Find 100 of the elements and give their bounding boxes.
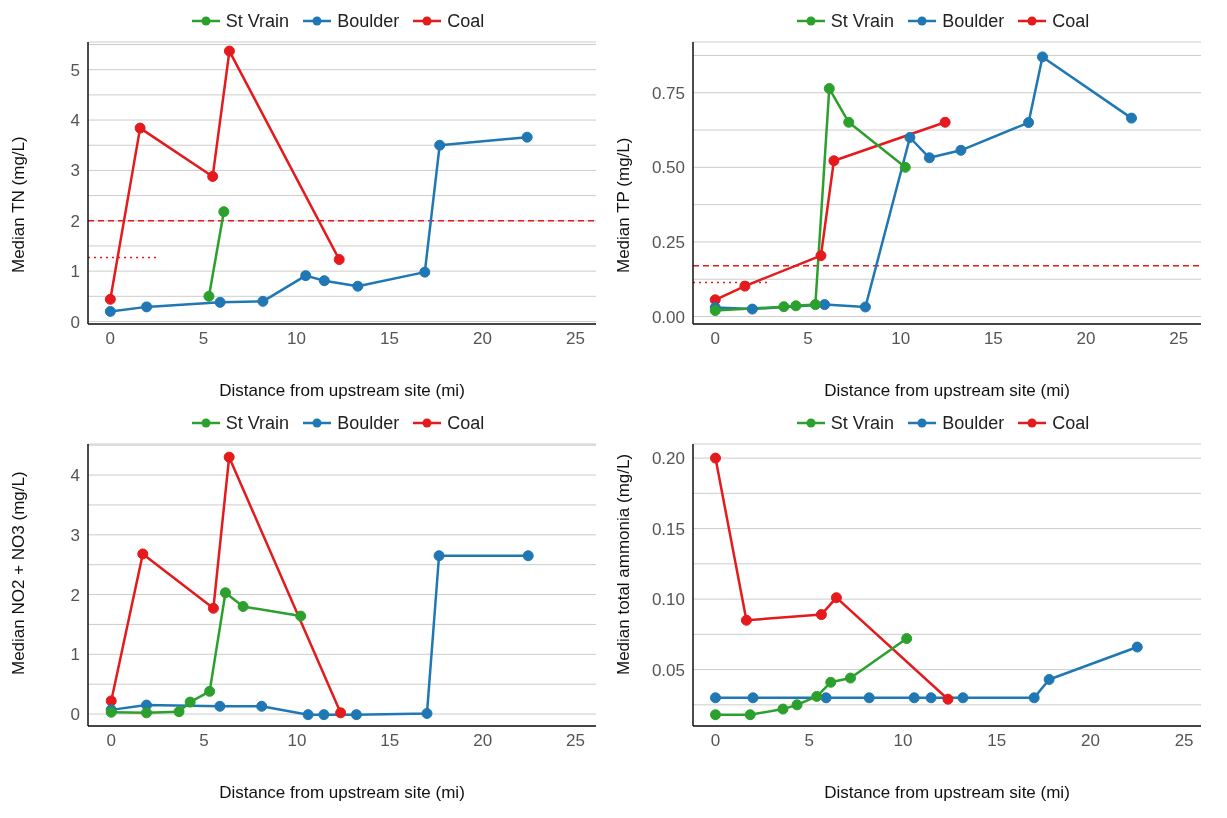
- point: [204, 685, 216, 697]
- point: [819, 299, 831, 311]
- point: [942, 693, 954, 705]
- point: [899, 161, 911, 173]
- point: [141, 707, 153, 719]
- point: [825, 676, 837, 688]
- point: [815, 609, 827, 621]
- y-tick-label: 2: [70, 585, 80, 605]
- point: [809, 299, 821, 311]
- point: [709, 709, 721, 721]
- point: [218, 206, 230, 218]
- point: [318, 275, 330, 287]
- point: [302, 709, 314, 721]
- point: [747, 692, 759, 704]
- x-axis-title: Distance from upstream site (mi): [824, 783, 1070, 802]
- legend-label: Boulder: [337, 412, 400, 434]
- point: [844, 672, 856, 684]
- x-axis-title: Distance from upstream site (mi): [219, 783, 465, 802]
- point: [433, 550, 445, 562]
- x-tick-label: 0: [105, 329, 116, 349]
- point: [352, 280, 364, 292]
- point: [1023, 117, 1035, 129]
- y-tick-label: 3: [70, 525, 80, 545]
- point: [1036, 51, 1048, 63]
- point: [350, 709, 362, 721]
- point: [744, 709, 756, 721]
- point: [828, 155, 840, 167]
- point: [295, 610, 307, 622]
- x-tick-label: 25: [566, 731, 586, 751]
- point: [739, 280, 751, 292]
- point: [434, 139, 446, 151]
- point: [104, 293, 116, 305]
- point: [421, 707, 433, 719]
- x-tick-label: 20: [1080, 731, 1100, 751]
- legend-label: St Vrain: [225, 412, 290, 434]
- point: [1028, 692, 1040, 704]
- point: [709, 692, 721, 704]
- legend-label: Coal: [447, 412, 485, 434]
- legend-label: Boulder: [337, 10, 400, 32]
- point: [843, 116, 855, 128]
- point: [300, 270, 312, 282]
- y-tick-label: 0.50: [651, 158, 685, 178]
- legend-label: Coal: [1052, 412, 1090, 434]
- point: [219, 587, 231, 599]
- point: [863, 692, 875, 704]
- point: [207, 602, 219, 614]
- point: [141, 301, 153, 313]
- x-axis-title: Distance from upstream site (mi): [219, 381, 465, 400]
- x-tick-label: 15: [380, 731, 400, 751]
- point: [105, 695, 117, 707]
- x-tick-label: 25: [1169, 329, 1189, 349]
- point: [207, 170, 219, 182]
- point: [790, 300, 802, 312]
- x-tick-label: 5: [804, 731, 814, 751]
- point: [104, 305, 116, 317]
- point: [777, 703, 789, 715]
- point: [955, 144, 967, 156]
- y-axis-title: Median TP (mg/L): [614, 137, 634, 273]
- x-tick-label: 0: [106, 731, 116, 751]
- y-axis-title: Median NO2 + NO3 (mg/L): [9, 471, 29, 675]
- x-axis-title: Distance from upstream site (mi): [824, 381, 1070, 400]
- point: [184, 696, 196, 708]
- point: [778, 301, 790, 313]
- point: [1125, 112, 1137, 124]
- point: [923, 152, 935, 164]
- point: [791, 699, 803, 711]
- x-tick-label: 15: [983, 329, 1003, 349]
- x-tick-label: 10: [286, 329, 306, 349]
- y-tick-label: 2: [70, 211, 80, 231]
- point: [1131, 641, 1143, 653]
- x-tick-label: 20: [473, 731, 493, 751]
- point: [957, 692, 969, 704]
- y-tick-label: 3: [70, 161, 80, 181]
- x-tick-label: 10: [891, 329, 911, 349]
- x-tick-label: 15: [987, 731, 1007, 751]
- x-tick-label: 20: [1076, 329, 1096, 349]
- x-tick-label: 25: [566, 329, 585, 349]
- y-tick-label: 0.25: [651, 232, 685, 252]
- point: [859, 301, 871, 313]
- point: [904, 131, 916, 143]
- x-tick-label: 0: [710, 731, 721, 751]
- point: [203, 290, 215, 302]
- x-tick-label: 0: [710, 329, 720, 349]
- point: [335, 707, 347, 719]
- point: [740, 614, 752, 626]
- point: [214, 700, 226, 712]
- x-tick-label: 5: [198, 329, 209, 349]
- point: [214, 296, 226, 308]
- point: [419, 266, 431, 278]
- y-tick-label: 1: [70, 645, 80, 665]
- point: [815, 250, 827, 262]
- y-tick-label: 5: [70, 60, 80, 80]
- x-tick-label: 25: [1174, 731, 1194, 751]
- y-tick-label: 4: [70, 466, 80, 486]
- y-tick-label: 0.00: [651, 307, 685, 327]
- x-tick-label: 10: [287, 731, 307, 751]
- point: [522, 550, 534, 562]
- y-tick-label: 0: [70, 312, 80, 332]
- point: [823, 83, 835, 95]
- x-tick-label: 10: [893, 731, 913, 751]
